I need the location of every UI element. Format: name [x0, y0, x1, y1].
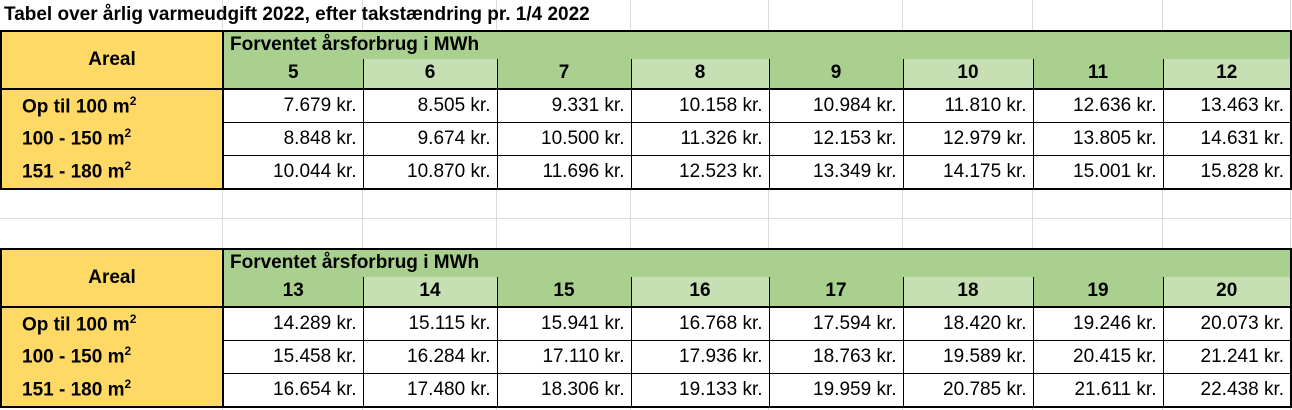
mwh-row: 13 14 15 16 17 18 19 20: [1, 275, 1292, 308]
cost-cell[interactable]: 13.349 kr.: [768, 154, 904, 190]
cost-cell[interactable]: 11.696 kr.: [496, 154, 632, 190]
cost-cell[interactable]: 9.674 kr.: [362, 121, 498, 156]
mwh-header-cell[interactable]: 18: [902, 275, 1034, 308]
area-label-cell[interactable]: 100 - 150 m2: [0, 122, 224, 155]
cost-cell[interactable]: 7.679 kr.: [222, 88, 364, 123]
heating-cost-table-2: Areal Forventet årsforbrug i MWh 13 14 15 16 1…: [0, 248, 1292, 408]
sheet-title[interactable]: Tabel over årlig varmeudgift 2022, efter…: [4, 4, 590, 25]
mwh-header-cell[interactable]: 11: [1032, 57, 1164, 90]
area-label-cell[interactable]: 151 - 180 m2: [0, 155, 224, 189]
cost-cell[interactable]: 15.001 kr.: [1032, 154, 1164, 190]
cost-cell[interactable]: 15.115 kr.: [362, 306, 498, 341]
cost-cell[interactable]: 20.415 kr.: [1032, 339, 1164, 374]
cost-cell[interactable]: 18.306 kr.: [496, 372, 632, 408]
cost-cell[interactable]: 17.480 kr.: [362, 372, 498, 408]
mwh-header-cell[interactable]: 16: [630, 275, 770, 308]
mwh-header-cell[interactable]: 9: [768, 57, 904, 90]
mwh-header-cell[interactable]: 8: [630, 57, 770, 90]
area-unit-superscript: 2: [129, 93, 137, 108]
area-label-cell[interactable]: Op til 100 m2: [0, 307, 224, 340]
area-label-cell[interactable]: 151 - 180 m2: [0, 373, 224, 407]
cost-cell[interactable]: 21.241 kr.: [1162, 339, 1292, 374]
cost-cell[interactable]: 15.941 kr.: [496, 306, 632, 341]
area-unit-superscript: 2: [129, 311, 137, 326]
mwh-header-cell[interactable]: 14: [362, 275, 498, 308]
cost-cell[interactable]: 15.458 kr.: [222, 339, 364, 374]
cost-cell[interactable]: 12.153 kr.: [768, 121, 904, 156]
cost-cell[interactable]: 16.284 kr.: [362, 339, 498, 374]
cost-cell[interactable]: 10.500 kr.: [496, 121, 632, 156]
cost-cell[interactable]: 11.810 kr.: [902, 88, 1034, 123]
mwh-header-cell[interactable]: 15: [496, 275, 632, 308]
table-row: Op til 100 m2 14.289 kr. 15.115 kr. 15.941 …: [0, 306, 1292, 341]
mwh-group-header[interactable]: Forventet årsforbrug i MWh: [222, 248, 1292, 277]
table-row: 151 - 180 m2 10.044 kr. 10.870 kr. 11.696 k…: [0, 154, 1292, 190]
area-label: 100 - 150 m: [22, 346, 125, 368]
area-label: 151 - 180 m: [22, 379, 125, 401]
cost-cell[interactable]: 17.936 kr.: [630, 339, 770, 374]
cost-cell[interactable]: 12.636 kr.: [1032, 88, 1164, 123]
area-unit-superscript: 2: [124, 344, 132, 359]
mwh-header-cell[interactable]: 17: [768, 275, 904, 308]
cost-cell[interactable]: 19.246 kr.: [1032, 306, 1164, 341]
cost-cell[interactable]: 18.420 kr.: [902, 306, 1034, 341]
cost-cell[interactable]: 10.870 kr.: [362, 154, 498, 190]
areal-header-cell[interactable]: Areal: [0, 248, 224, 308]
area-label: 100 - 150 m: [22, 128, 125, 150]
area-label: 151 - 180 m: [22, 161, 125, 183]
cost-cell[interactable]: 8.848 kr.: [222, 121, 364, 156]
cost-cell[interactable]: 10.158 kr.: [630, 88, 770, 123]
area-unit-superscript: 2: [124, 377, 132, 392]
cost-cell[interactable]: 19.589 kr.: [902, 339, 1034, 374]
cost-cell[interactable]: 16.654 kr.: [222, 372, 364, 408]
table-row: 100 - 150 m2 8.848 kr. 9.674 kr. 10.500 kr.…: [0, 121, 1292, 156]
cost-cell[interactable]: 12.523 kr.: [630, 154, 770, 190]
header-row: Areal Forventet årsforbrug i MWh: [0, 30, 1292, 90]
cost-cell[interactable]: 11.326 kr.: [630, 121, 770, 156]
cost-cell[interactable]: 12.979 kr.: [902, 121, 1034, 156]
cost-cell[interactable]: 14.175 kr.: [902, 154, 1034, 190]
mwh-header-cell[interactable]: 12: [1162, 57, 1292, 90]
areal-header-cell[interactable]: Areal: [0, 30, 224, 90]
mwh-row: 5 6 7 8 9 10 11 12: [1, 57, 1292, 90]
cost-cell[interactable]: 17.110 kr.: [496, 339, 632, 374]
cost-cell[interactable]: 18.763 kr.: [768, 339, 904, 374]
cost-cell[interactable]: 8.505 kr.: [362, 88, 498, 123]
cost-cell[interactable]: 14.289 kr.: [222, 306, 364, 341]
cost-cell[interactable]: 14.631 kr.: [1162, 121, 1292, 156]
cost-cell[interactable]: 10.984 kr.: [768, 88, 904, 123]
heating-cost-table-1: Areal Forventet årsforbrug i MWh 5 6 7 8 9 10 11…: [0, 30, 1292, 190]
area-label: Op til 100 m: [22, 314, 130, 336]
area-label: Op til 100 m: [22, 96, 130, 118]
mwh-header-cell[interactable]: 6: [362, 57, 498, 90]
cost-cell[interactable]: 20.785 kr.: [902, 372, 1034, 408]
mwh-header-cell[interactable]: 13: [222, 275, 364, 308]
cost-cell[interactable]: 21.611 kr.: [1032, 372, 1164, 408]
mwh-group-header[interactable]: Forventet årsforbrug i MWh: [222, 30, 1292, 59]
mwh-header-cell[interactable]: 20: [1162, 275, 1292, 308]
mwh-header-cell[interactable]: 7: [496, 57, 632, 90]
cost-cell[interactable]: 19.959 kr.: [768, 372, 904, 408]
cost-cell[interactable]: 13.463 kr.: [1162, 88, 1292, 123]
area-unit-superscript: 2: [124, 126, 132, 141]
mwh-header-cell[interactable]: 5: [222, 57, 364, 90]
cost-cell[interactable]: 9.331 kr.: [496, 88, 632, 123]
table-row: 151 - 180 m2 16.654 kr. 17.480 kr. 18.306 k…: [0, 372, 1292, 408]
area-label-cell[interactable]: Op til 100 m2: [0, 89, 224, 122]
header-row: Areal Forventet årsforbrug i MWh: [0, 248, 1292, 308]
cost-cell[interactable]: 10.044 kr.: [222, 154, 364, 190]
cost-cell[interactable]: 15.828 kr.: [1162, 154, 1292, 190]
cost-cell[interactable]: 17.594 kr.: [768, 306, 904, 341]
cost-cell[interactable]: 22.438 kr.: [1162, 372, 1292, 408]
table-row: 100 - 150 m2 15.458 kr. 16.284 kr. 17.110 k…: [0, 339, 1292, 374]
area-label-cell[interactable]: 100 - 150 m2: [0, 340, 224, 373]
cost-cell[interactable]: 16.768 kr.: [630, 306, 770, 341]
cost-cell[interactable]: 19.133 kr.: [630, 372, 770, 408]
area-unit-superscript: 2: [124, 159, 132, 174]
cost-cell[interactable]: 20.073 kr.: [1162, 306, 1292, 341]
table-row: Op til 100 m2 7.679 kr. 8.505 kr. 9.331 kr.…: [0, 88, 1292, 123]
mwh-header-cell[interactable]: 10: [902, 57, 1034, 90]
cost-cell[interactable]: 13.805 kr.: [1032, 121, 1164, 156]
mwh-header-cell[interactable]: 19: [1032, 275, 1164, 308]
